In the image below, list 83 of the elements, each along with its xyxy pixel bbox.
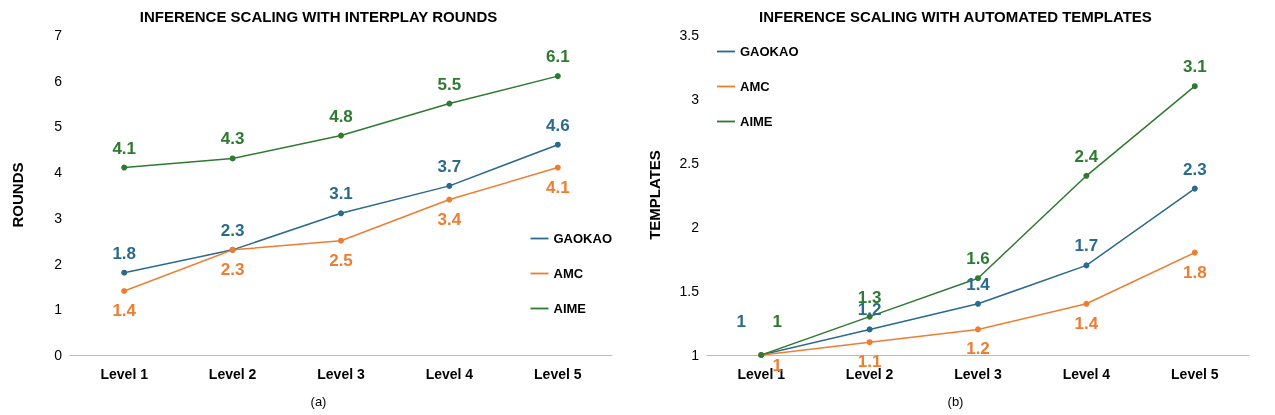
x-tick-label: Level 1 — [100, 366, 149, 382]
y-tick-label: 1 — [691, 347, 700, 363]
data-label: 1 — [736, 312, 746, 331]
data-label: 2.5 — [329, 250, 353, 270]
data-label: 3.1 — [1182, 57, 1207, 77]
point — [1191, 83, 1198, 90]
point — [121, 269, 128, 276]
point — [554, 73, 561, 80]
data-label: 3.1 — [329, 184, 353, 204]
data-label: 1.4 — [966, 274, 991, 294]
data-label: 4.1 — [112, 138, 137, 158]
point — [554, 164, 561, 171]
point — [446, 196, 453, 203]
data-label: 1.4 — [112, 301, 137, 320]
data-label: 1.2 — [966, 339, 990, 359]
point — [446, 100, 453, 107]
y-tick-label: 6 — [54, 72, 63, 89]
legend-label: AMC — [553, 266, 584, 281]
data-label: 1.8 — [1182, 262, 1207, 282]
point — [866, 326, 873, 333]
point — [866, 339, 873, 346]
y-tick-label: 2 — [54, 255, 63, 272]
legend-label: AMC — [740, 79, 771, 94]
point — [338, 132, 344, 139]
y-tick-label: 3 — [54, 209, 63, 226]
point — [1083, 172, 1090, 179]
y-tick-label: 4 — [54, 164, 63, 181]
y-axis-title: TEMPLATES — [646, 150, 663, 240]
legend-label: AIME — [740, 114, 773, 129]
point — [554, 141, 561, 148]
data-label: 3.4 — [437, 209, 462, 229]
legend-label: AIME — [553, 301, 587, 316]
y-tick-label: 3.5 — [679, 27, 700, 43]
point — [1191, 185, 1198, 192]
point — [338, 210, 344, 217]
point — [121, 288, 128, 294]
point — [446, 182, 453, 189]
data-label: 2.4 — [1074, 146, 1099, 166]
data-label: 3.7 — [437, 156, 462, 176]
point — [1083, 300, 1090, 307]
y-tick-label: 7 — [54, 27, 63, 43]
x-tick-label: Level 5 — [534, 366, 582, 382]
x-tick-label: Level 4 — [1062, 366, 1111, 382]
x-tick-label: Level 3 — [317, 366, 365, 382]
data-label: 4.3 — [220, 129, 245, 149]
legend-label: GAOKAO — [553, 231, 612, 246]
y-tick-label: 2 — [691, 219, 700, 235]
point — [229, 155, 236, 162]
text: (b) — [947, 394, 964, 409]
x-tick-label: Level 3 — [954, 366, 1002, 382]
y-tick-label: 5 — [54, 118, 63, 135]
point — [975, 300, 981, 307]
data-label: 1 — [772, 312, 782, 331]
data-label: 2.3 — [220, 220, 245, 240]
y-tick-label: 1.5 — [679, 283, 700, 299]
data-label: 1.4 — [1074, 313, 1099, 333]
point — [1083, 262, 1090, 269]
text: (a) — [310, 394, 327, 409]
point — [1191, 249, 1198, 256]
y-tick-label: 0 — [54, 347, 63, 363]
data-label: 6.1 — [545, 47, 570, 67]
y-tick-label: 2.5 — [679, 155, 700, 171]
data-label: 2.3 — [220, 259, 245, 279]
x-tick-label: Level 4 — [425, 366, 474, 382]
data-label: 4.8 — [329, 106, 353, 126]
data-label: 1.6 — [966, 249, 990, 269]
chart-title: INFERENCE SCALING WITH AUTOMATED TEMPLATES — [759, 8, 1152, 25]
point — [338, 237, 344, 244]
data-label: 1.7 — [1074, 236, 1099, 256]
data-label: 4.1 — [545, 177, 570, 197]
point — [121, 164, 128, 171]
data-label: 5.5 — [437, 74, 462, 94]
data-label: 4.6 — [545, 115, 570, 135]
point — [975, 326, 981, 333]
data-label: 2.3 — [1182, 159, 1207, 179]
x-tick-label: Level 2 — [208, 366, 257, 382]
data-label: 1.8 — [112, 243, 137, 263]
x-tick-label: Level 5 — [1171, 366, 1219, 382]
y-tick-label: 3 — [691, 91, 700, 107]
y-tick-label: 1 — [54, 301, 63, 318]
legend-label: GAOKAO — [740, 44, 799, 59]
y-axis-title: ROUNDS — [9, 162, 26, 228]
chart-title: INFERENCE SCALING WITH INTERPLAY ROUNDS — [139, 8, 498, 25]
